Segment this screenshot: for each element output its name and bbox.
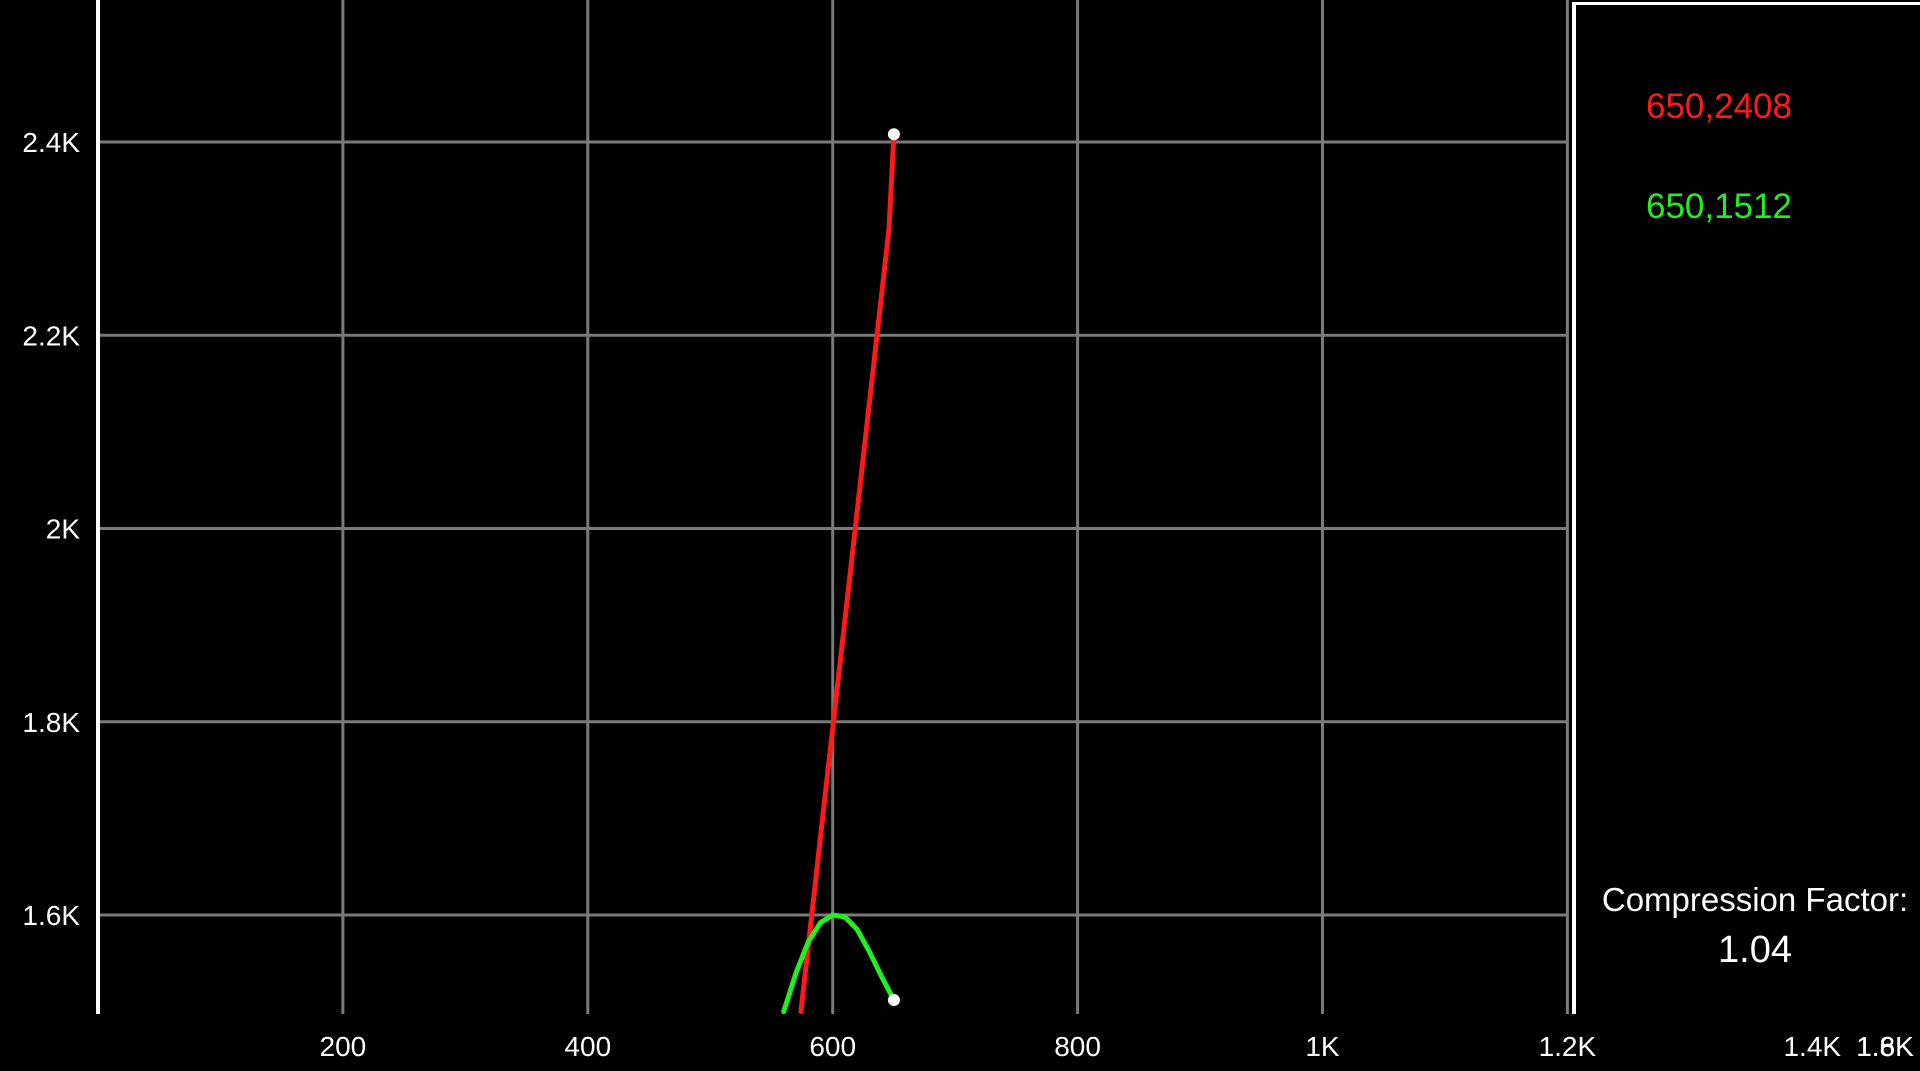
y-tick-label: 1.6K	[22, 900, 80, 931]
y-tick-label: 2K	[46, 514, 81, 545]
series-endpoint-1	[887, 994, 900, 1007]
x-tick-label: 1.2K	[1539, 1031, 1597, 1062]
series-endpoint-0	[887, 128, 900, 141]
series-lines	[781, 128, 900, 1014]
y-tick-label: 1.8K	[22, 707, 80, 738]
series-line-1	[781, 912, 897, 1014]
x-tick-label: 1.6K	[1856, 1031, 1914, 1062]
x-tick-label: 200	[320, 1031, 367, 1062]
series-line-0	[798, 131, 897, 1014]
x-tick-label: 800	[1054, 1031, 1101, 1062]
compression-factor-label: Compression Factor:	[1601, 881, 1909, 918]
x-tick-label: 1.4K	[1783, 1031, 1841, 1062]
x-tick-label: 400	[564, 1031, 611, 1062]
x-tick-label: 1.8K	[1856, 1031, 1914, 1062]
x-tick-labels: 200 400 600 800 1K 1.2K 1.4K 1.6K1.8K	[320, 1031, 1915, 1062]
side-panel: 650,2408 650,1512 Compression Factor: 1.…	[1572, 2, 1920, 1014]
y-tick-label: 2.4K	[22, 127, 80, 158]
y-tick-labels: 1.6K 1.8K 2K 2.2K 2.4K	[22, 127, 80, 931]
compression-factor-value: 1.04	[1718, 929, 1792, 971]
x-tick-label: 600	[809, 1031, 856, 1062]
x-tick-label: 1K	[1305, 1031, 1340, 1062]
y-tick-label: 2.2K	[22, 320, 80, 351]
grid-lines	[98, 0, 1569, 1014]
red-series-readout: 650,2408	[1646, 87, 1792, 126]
green-series-readout: 650,1512	[1646, 187, 1792, 226]
